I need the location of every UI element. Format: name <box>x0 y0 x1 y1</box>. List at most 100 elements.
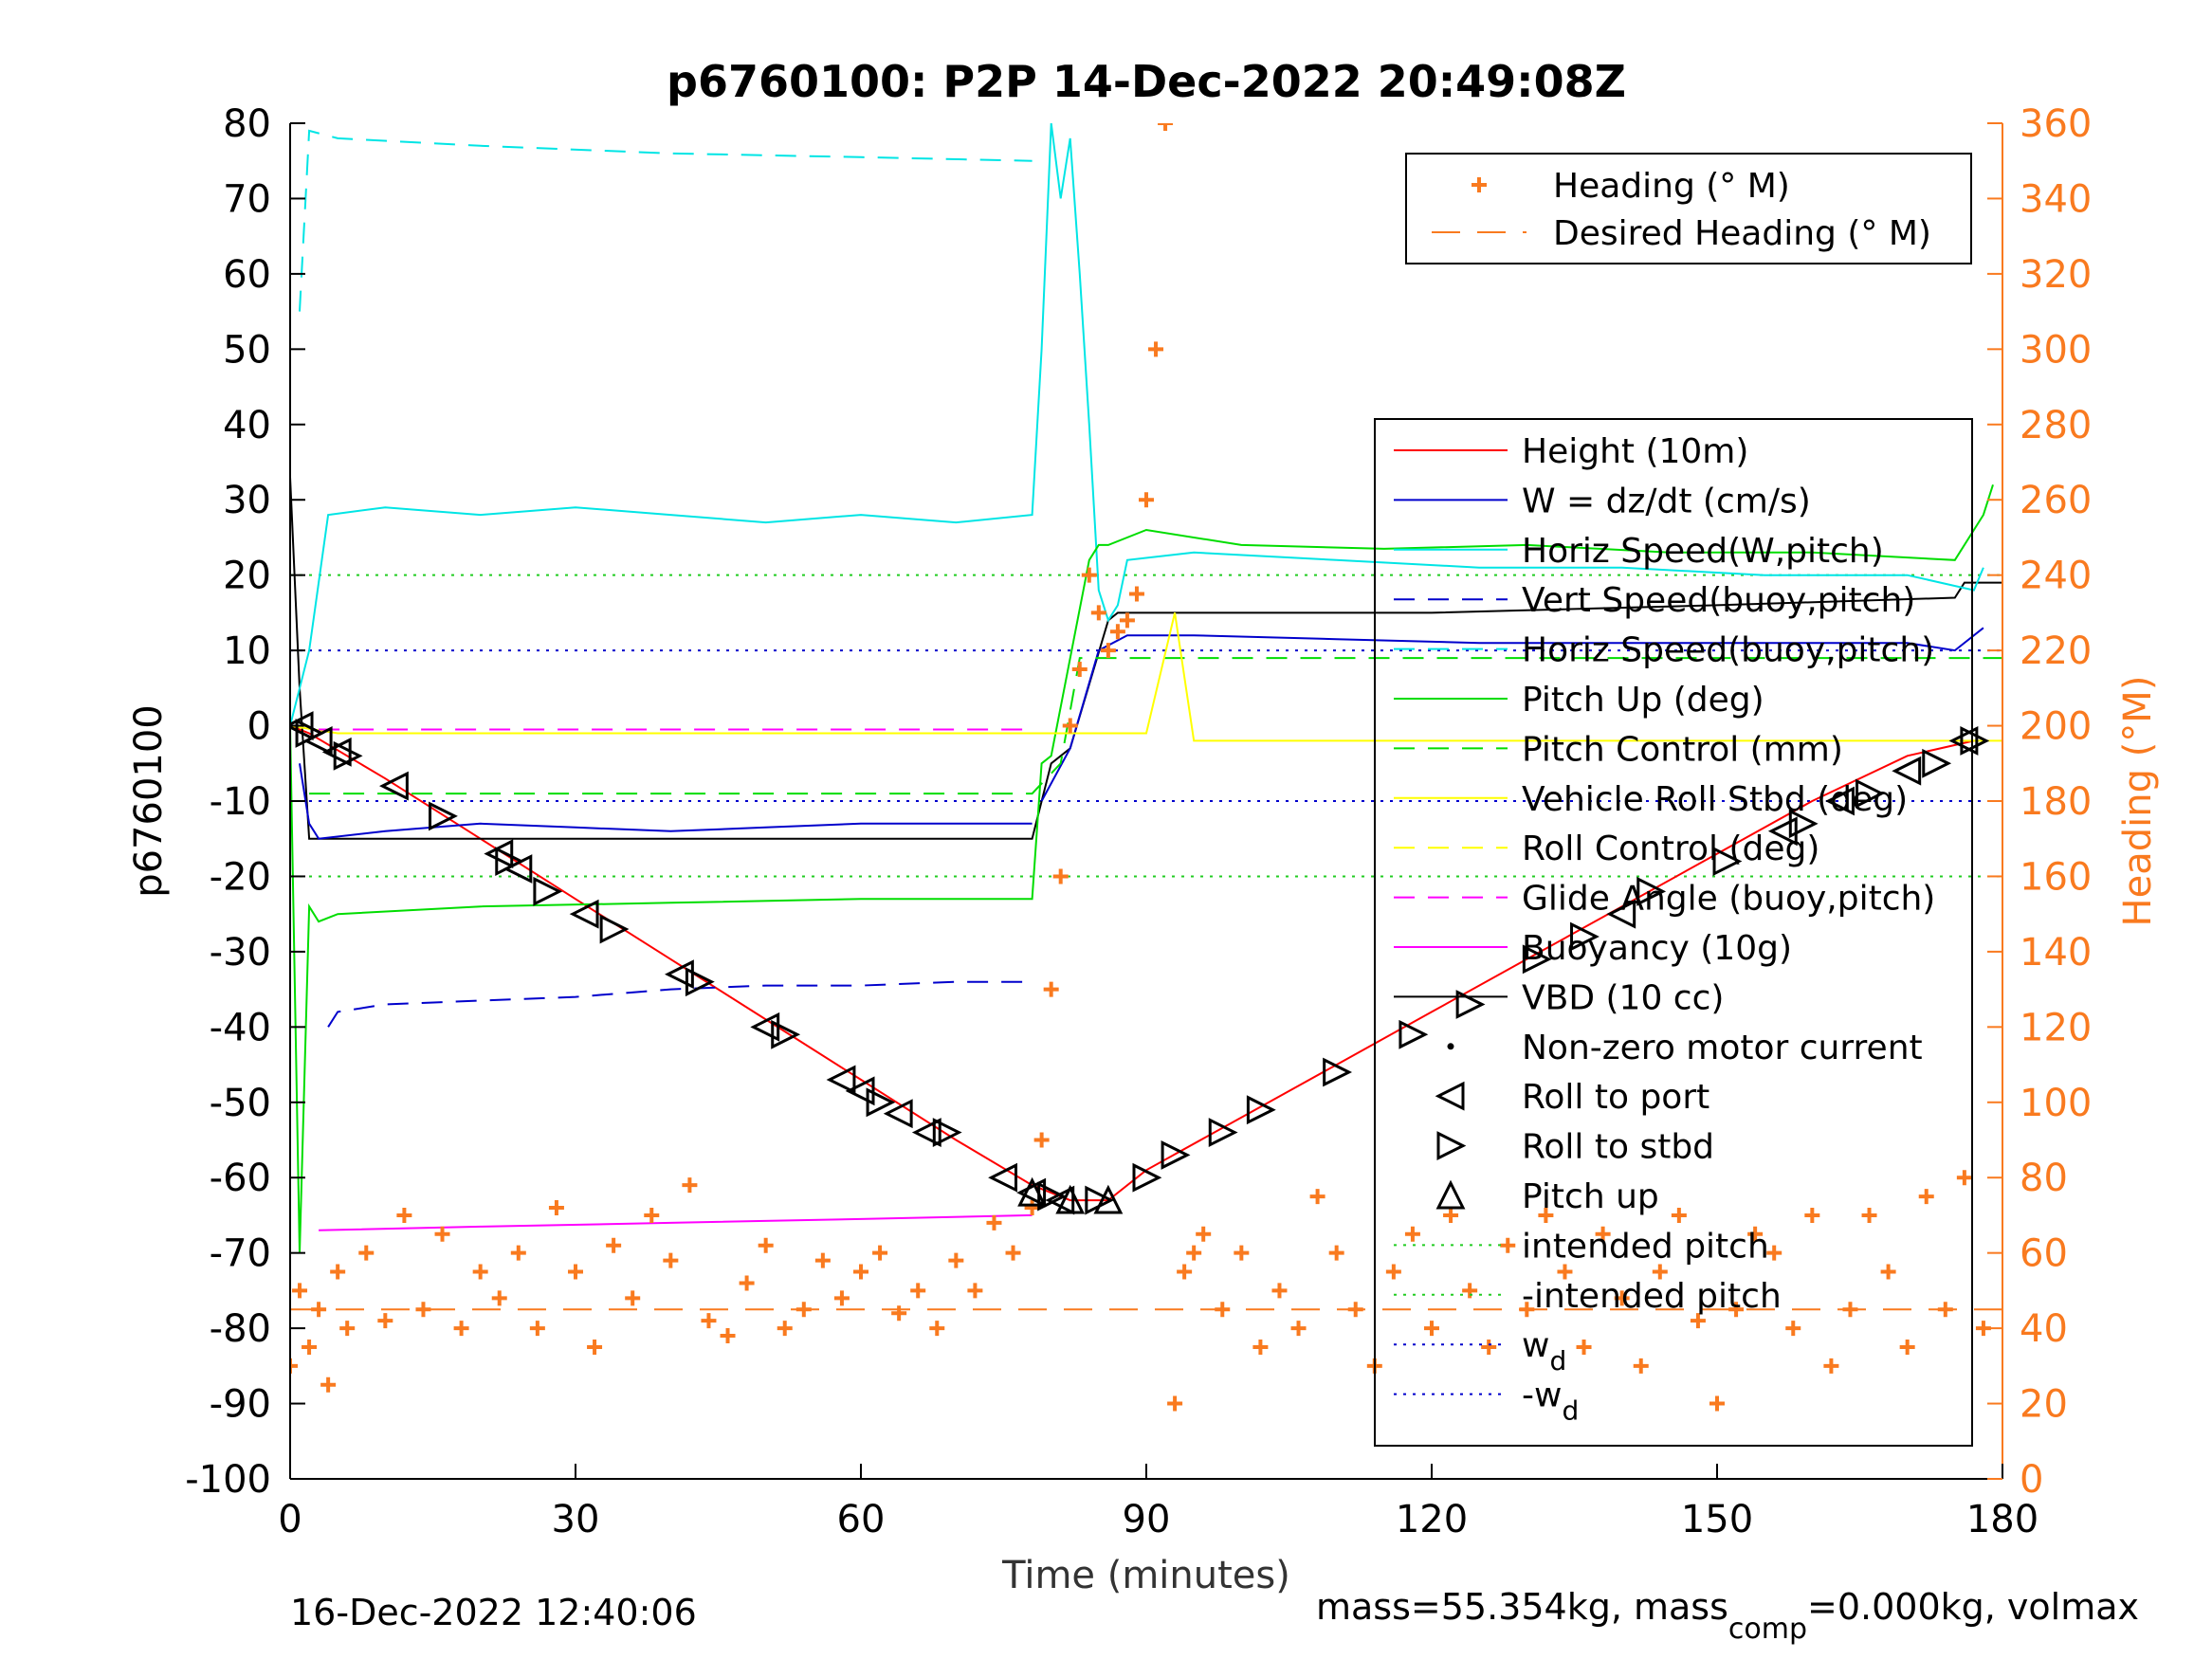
right-tick-label: 100 <box>2020 1082 2092 1125</box>
legend-label: Horiz Speed(W,pitch) <box>1522 532 1884 571</box>
heading-point <box>1443 1207 1459 1223</box>
heading-point <box>1271 1283 1288 1299</box>
legend-swatch <box>1436 1131 1467 1161</box>
roll-stbd-marker <box>1132 1162 1162 1193</box>
right-tick-label: 0 <box>2020 1458 2043 1502</box>
heading-point <box>1861 1207 1877 1223</box>
left-tick-label: -10 <box>210 780 271 824</box>
legend-label: Roll to port <box>1522 1078 1709 1117</box>
legend-label: -intended pitch <box>1522 1277 1782 1316</box>
heading-point <box>1823 1358 1839 1374</box>
legend-label: Roll to stbd <box>1522 1128 1714 1167</box>
heading-point <box>290 1358 298 1374</box>
legend-label-text: Horiz Speed(W,pitch) <box>1522 532 1884 571</box>
left-tick-label: 50 <box>223 328 271 372</box>
x-tick-label: 30 <box>552 1498 600 1541</box>
roll-stbd-marker <box>1161 1139 1191 1170</box>
heading-point <box>1557 1264 1573 1280</box>
series-layer <box>290 123 2002 1253</box>
heading-point <box>1842 1302 1858 1318</box>
left-tick-label: -40 <box>210 1006 271 1049</box>
roll-stbd-marker <box>495 847 525 876</box>
heading-point <box>872 1245 888 1261</box>
legend-swatch <box>1447 1043 1454 1050</box>
roll-stbd-marker <box>1398 1019 1429 1049</box>
heading-point <box>587 1339 603 1355</box>
legend-label: VBD (10 cc) <box>1522 978 1724 1017</box>
roll-port-marker <box>379 771 409 801</box>
right-axis-label: Heading (°M) <box>2116 676 2160 927</box>
right-tick-label: 60 <box>2020 1232 2068 1276</box>
heading-point <box>1148 341 1164 357</box>
roll-port-marker <box>988 1162 1017 1193</box>
heading-point <box>1918 1189 1934 1205</box>
legend-label: Roll Control (deg) <box>1522 830 1819 868</box>
roll-stbd-marker <box>1960 726 1990 756</box>
heading-point <box>1234 1245 1250 1261</box>
legend-label-sub: d <box>1549 1345 1566 1376</box>
right-tick-label: 20 <box>2020 1383 2068 1427</box>
heading-point <box>910 1283 926 1299</box>
roll-stbd-marker <box>1455 990 1486 1019</box>
legend-label: wd <box>1522 1326 1566 1376</box>
legend-label: Pitch up <box>1522 1177 1659 1216</box>
x-tick-label: 180 <box>1966 1498 2038 1541</box>
left-tick-label: 80 <box>223 102 271 146</box>
roll-port-marker <box>1948 726 1979 756</box>
legend-main: Height (10m) W = dz/dt (cm/s) Horiz Speed(… <box>1374 418 1973 1447</box>
heading-point <box>1899 1339 1915 1355</box>
heading-point <box>1071 661 1088 677</box>
series-line <box>299 763 1033 840</box>
heading-point <box>1290 1321 1307 1337</box>
legend-label-text: Roll to port <box>1522 1078 1709 1117</box>
heading-point <box>1385 1264 1401 1280</box>
x-tick-label: 0 <box>278 1498 302 1541</box>
left-tick-label: 70 <box>223 177 271 221</box>
heading-point <box>682 1177 698 1194</box>
roll-port-marker <box>1606 899 1636 929</box>
heading-point <box>302 1339 318 1355</box>
heading-point <box>396 1207 412 1223</box>
heading-point <box>1652 1264 1668 1280</box>
heading-point <box>1309 1189 1325 1205</box>
heading-point <box>311 1302 327 1318</box>
heading-point <box>1128 586 1144 602</box>
legend-main-box <box>1374 418 1973 1447</box>
legend-label-text: VBD (10 cc) <box>1522 978 1724 1017</box>
legend-label: Desired Heading (° M) <box>1553 214 1931 253</box>
heading-point <box>1576 1339 1592 1355</box>
right-axis-ticks: 3603403203002802602402202001801601401201… <box>1987 102 2092 1502</box>
roll-stbd-marker <box>1856 778 1885 809</box>
roll-port-marker <box>484 839 514 869</box>
heading-point <box>1215 1302 1231 1318</box>
series-line <box>290 612 2002 742</box>
roll-port-marker <box>665 959 694 990</box>
heading-point <box>986 1214 1002 1231</box>
left-tick-label: 20 <box>223 555 271 598</box>
right-tick-label: 160 <box>2020 855 2092 899</box>
left-tick-label: 0 <box>247 705 271 749</box>
heading-point <box>1119 612 1135 629</box>
heading-point <box>1167 1395 1183 1412</box>
roll-stbd-marker <box>1570 921 1600 952</box>
series-line <box>290 123 1984 726</box>
roll-port-marker <box>1016 1177 1047 1208</box>
heading-point <box>434 1226 450 1242</box>
right-tick-label: 40 <box>2020 1307 2068 1351</box>
left-tick-label: -100 <box>185 1458 271 1502</box>
legend-label-text: w <box>1522 1326 1549 1365</box>
heading-point <box>568 1264 583 1280</box>
legend-label-text: -intended pitch <box>1522 1277 1782 1316</box>
heading-point <box>1614 1290 1630 1306</box>
legend-label-text: Pitch up <box>1522 1177 1659 1216</box>
legend-label-text: Roll Control (deg) <box>1522 830 1819 868</box>
heading-point <box>1785 1321 1801 1337</box>
legend-label-text: Horiz Speed(buoy,pitch) <box>1522 631 1934 670</box>
heading-point <box>1804 1207 1820 1223</box>
roll-port-marker <box>826 1065 856 1095</box>
left-tick-label: -20 <box>210 855 271 899</box>
heading-point <box>1709 1395 1725 1412</box>
legend-label: Buoyancy (10g) <box>1522 929 1792 968</box>
heading-point <box>1766 1245 1782 1261</box>
